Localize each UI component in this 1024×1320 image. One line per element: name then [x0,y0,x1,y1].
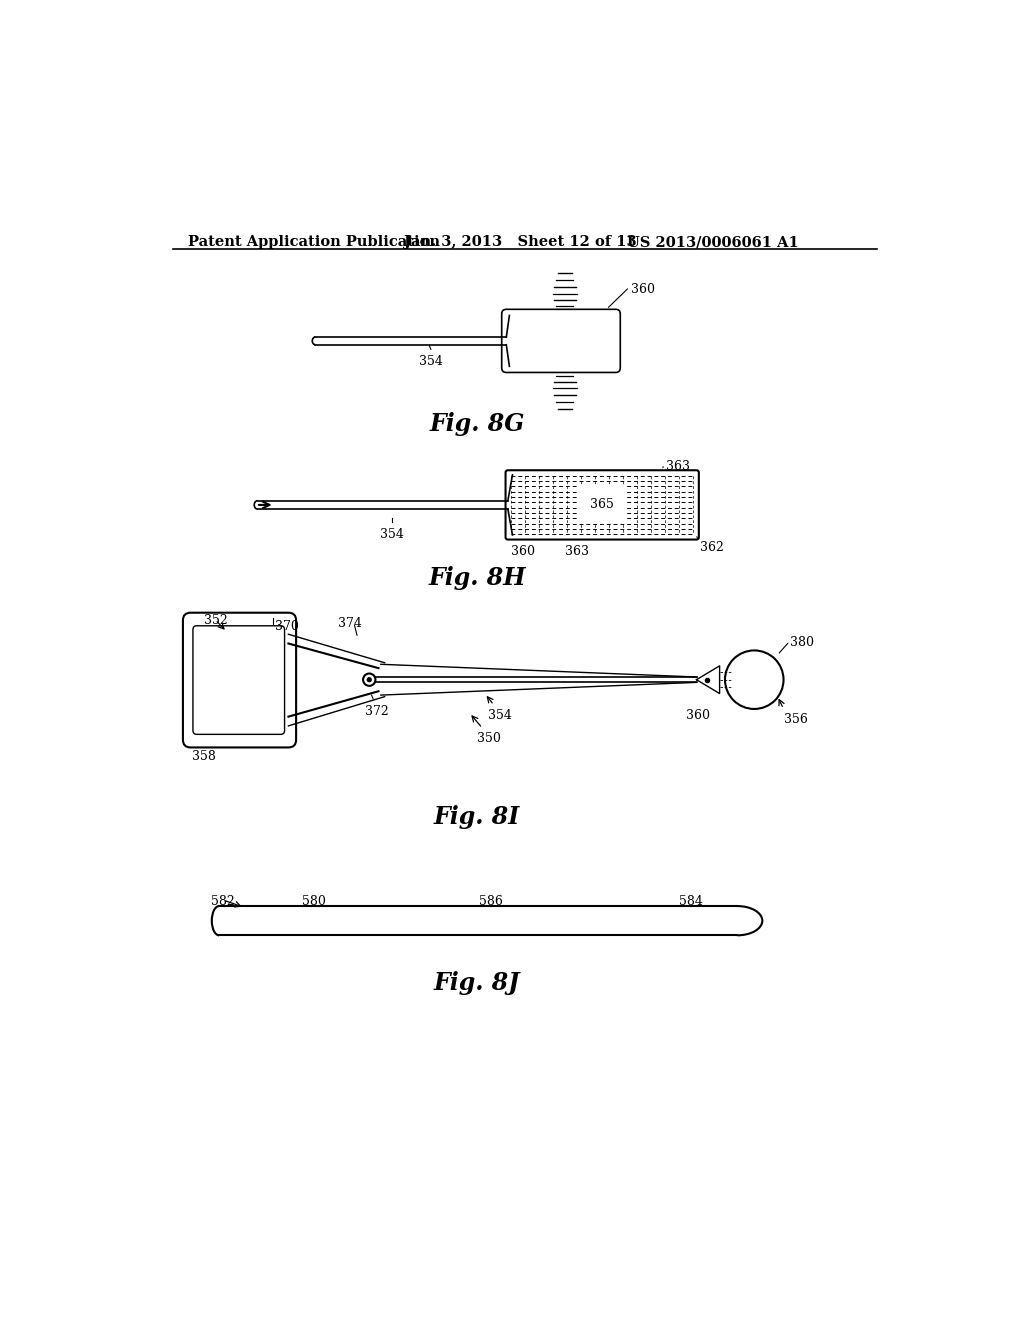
Text: 362: 362 [700,541,724,554]
Text: 354: 354 [381,528,404,541]
Text: 380: 380 [790,636,814,649]
Text: US 2013/0006061 A1: US 2013/0006061 A1 [628,235,799,249]
Text: 363: 363 [565,545,589,558]
Text: Fig. 8G: Fig. 8G [429,412,524,437]
FancyBboxPatch shape [506,470,698,540]
Polygon shape [696,665,720,693]
Polygon shape [221,908,735,933]
Text: 582: 582 [211,895,236,908]
Text: 363: 363 [666,461,690,474]
Text: 360: 360 [686,709,710,722]
Text: 360: 360 [631,284,655,296]
Circle shape [364,673,376,686]
Text: 372: 372 [366,705,389,718]
Polygon shape [258,502,508,508]
Text: 370: 370 [275,620,299,634]
Circle shape [725,651,783,709]
Text: 358: 358 [193,750,216,763]
Polygon shape [315,338,506,345]
FancyBboxPatch shape [502,309,621,372]
Text: Fig. 8H: Fig. 8H [428,566,526,590]
Text: 350: 350 [477,733,501,744]
Text: Fig. 8I: Fig. 8I [434,805,520,829]
Text: 356: 356 [783,713,807,726]
Circle shape [368,677,371,681]
Text: 354: 354 [419,355,442,368]
Text: 354: 354 [488,709,512,722]
Text: 580: 580 [302,895,326,908]
FancyBboxPatch shape [183,612,296,747]
Text: 374: 374 [338,616,361,630]
FancyBboxPatch shape [193,626,285,734]
Text: Jan. 3, 2013   Sheet 12 of 13: Jan. 3, 2013 Sheet 12 of 13 [403,235,637,249]
Text: 584: 584 [679,895,703,908]
Text: 586: 586 [479,895,503,908]
Text: Patent Application Publication: Patent Application Publication [188,235,440,249]
Text: 360: 360 [511,545,536,558]
Text: 365: 365 [590,499,614,511]
Text: Fig. 8J: Fig. 8J [434,970,520,995]
Text: 352: 352 [204,614,227,627]
Polygon shape [376,677,696,682]
